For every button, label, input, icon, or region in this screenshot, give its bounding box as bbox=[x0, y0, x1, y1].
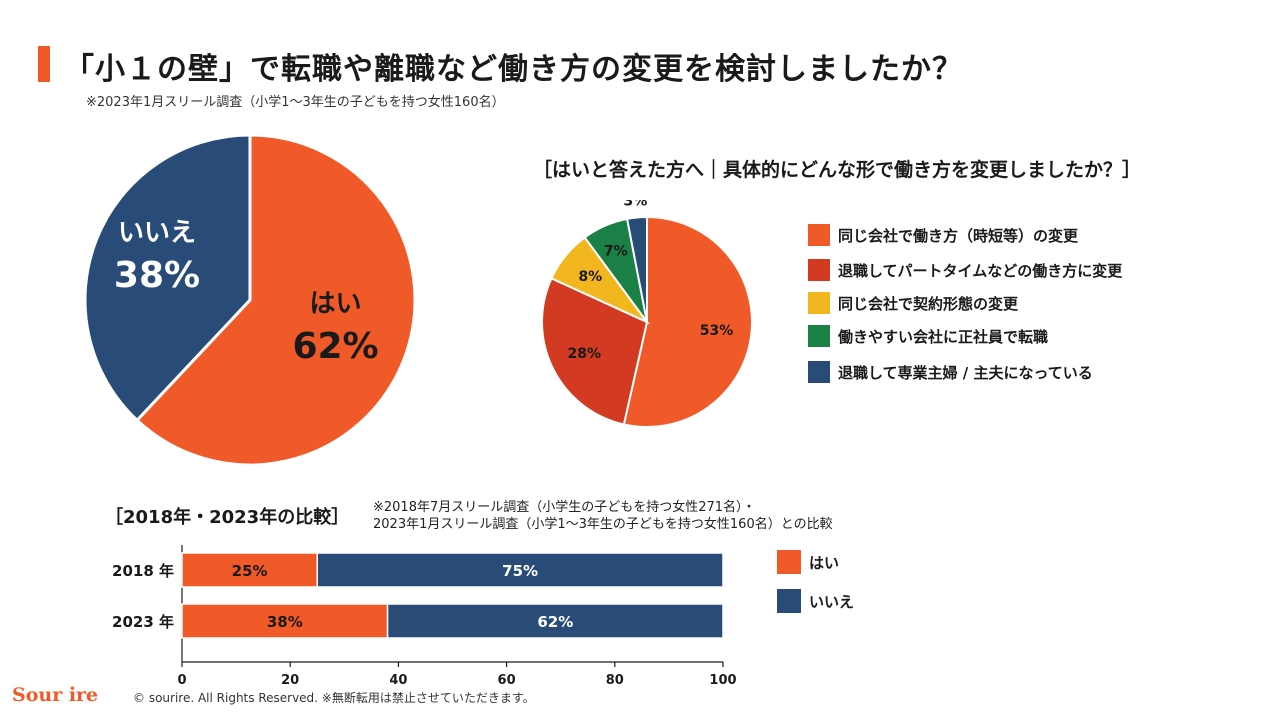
copyright-text: © sourire. All Rights Reserved. ※無断転用は禁止… bbox=[133, 691, 535, 705]
pie-slice-value: 53% bbox=[700, 323, 734, 339]
comparison-note: ※2018年7月スリール調査（小学生の子どもを持つ女性271名）・ 2023年1… bbox=[373, 499, 833, 533]
pie-slice bbox=[622, 215, 753, 428]
pie-slice-value: 62% bbox=[292, 326, 378, 367]
x-tick-label: 60 bbox=[498, 673, 516, 688]
bar-value-label: 62% bbox=[537, 613, 573, 631]
brand-logo: Sour ire bbox=[12, 684, 99, 706]
legend-label: 同じ会社で契約形態の変更 bbox=[838, 294, 1019, 313]
legend-swatch bbox=[808, 224, 830, 246]
pie-slice-label: いいえ bbox=[118, 218, 196, 248]
sub-chart-title: ［はいと答えた方へ｜具体的にどんな形で働き方を変更しましたか？］ bbox=[533, 159, 1142, 181]
legend-swatch bbox=[808, 361, 830, 383]
legend-swatch bbox=[808, 259, 830, 281]
pie-slice-value: 8% bbox=[578, 269, 602, 285]
legend-label: はい bbox=[809, 553, 840, 572]
x-tick-label: 100 bbox=[709, 673, 736, 688]
x-tick-label: 80 bbox=[606, 673, 624, 688]
title-accent-bar bbox=[38, 46, 50, 82]
pie-slice-yes bbox=[134, 133, 417, 467]
legend-item: 退職してパートタイムなどの働き方に変更 bbox=[808, 259, 1122, 281]
bar-value-label: 38% bbox=[267, 613, 303, 631]
legend-label: 同じ会社で働き方（時短等）の変更 bbox=[838, 226, 1079, 245]
legend-label: 働きやすい会社に正社員で転職 bbox=[838, 327, 1049, 346]
x-tick-label: 0 bbox=[177, 673, 186, 688]
legend-label: 退職してパートタイムなどの働き方に変更 bbox=[838, 261, 1123, 280]
bar-value-label: 25% bbox=[232, 562, 268, 580]
legend-item: 同じ会社で契約形態の変更 bbox=[808, 292, 1018, 314]
pie-slice bbox=[625, 215, 648, 323]
comparison-note-line: ※2018年7月スリール調査（小学生の子どもを持つ女性271名）・ bbox=[373, 500, 756, 515]
legend-item: 働きやすい会社に正社員で転職 bbox=[808, 325, 1048, 347]
comparison-note-line: 2023年1月スリール調査（小学1〜3年生の子どもを持つ女性160名）との比較 bbox=[373, 517, 833, 532]
main-pie-chart: はい 62% いいえ 38% bbox=[83, 133, 417, 467]
legend-item: いいえ bbox=[777, 589, 854, 613]
legend-swatch bbox=[808, 325, 830, 347]
comparison-bar-chart: 0 20 40 60 80 100 2018 年 25% 75% 2023 年 38% 62% bbox=[112, 545, 737, 688]
legend-swatch bbox=[777, 550, 801, 574]
pie-slice bbox=[541, 277, 649, 426]
pie-slice-value: 28% bbox=[568, 346, 602, 362]
pie-slice-value: 3% bbox=[624, 200, 648, 210]
legend-item: 退職して専業主婦 / 主夫になっている bbox=[808, 361, 1093, 383]
pie-slice-no bbox=[83, 133, 252, 423]
page-title: 「小１の壁」で転職や離職など働き方の変更を検討しましたか？ bbox=[64, 52, 963, 87]
bar-segment bbox=[386, 603, 724, 639]
detail-pie-chart: 53% 28% 8%7% 3% bbox=[541, 200, 753, 428]
category-label: 2018 年 bbox=[112, 562, 174, 580]
x-tick-label: 40 bbox=[389, 673, 407, 688]
x-tick-label: 20 bbox=[281, 673, 299, 688]
legend-item: はい bbox=[777, 550, 839, 574]
legend-label: いいえ bbox=[809, 592, 855, 611]
legend-label: 退職して専業主婦 / 主夫になっている bbox=[838, 363, 1093, 382]
legend-swatch bbox=[808, 292, 830, 314]
pie-slice-value: 7% bbox=[604, 244, 628, 260]
comparison-title: ［2018年・2023年の比較］ bbox=[105, 507, 350, 528]
category-label: 2023 年 bbox=[112, 613, 174, 631]
legend-swatch bbox=[777, 589, 801, 613]
pie-slice-value: 38% bbox=[114, 255, 200, 296]
bar-value-label: 75% bbox=[502, 562, 538, 580]
bar-segment bbox=[316, 552, 724, 588]
survey-note: ※2023年1月スリール調査（小学1〜3年生の子どもを持つ女性160名） bbox=[86, 95, 505, 110]
pie-slice-label: はい bbox=[310, 289, 362, 319]
legend-item: 同じ会社で働き方（時短等）の変更 bbox=[808, 224, 1078, 246]
